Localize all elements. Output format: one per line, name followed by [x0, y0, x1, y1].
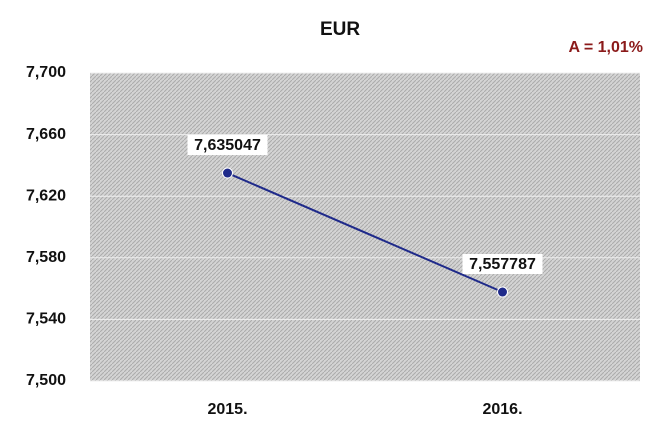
y-tick-label: 7,500: [26, 372, 66, 389]
label-bg: [187, 135, 268, 156]
data-label: 7,635047: [194, 137, 261, 154]
annotation: A = 1,01%: [568, 39, 643, 56]
point: [222, 167, 233, 179]
y-tick-label: 7,620: [26, 187, 66, 204]
plot-area: [90, 73, 640, 381]
y-tick-label: 7,540: [26, 311, 66, 328]
y-tick-label: 7,580: [26, 249, 66, 266]
y-tick-label: 7,660: [26, 126, 66, 143]
label-bg: [462, 254, 543, 275]
x-tick-label: 2015.: [207, 401, 247, 418]
line: [227, 172, 503, 293]
point: [497, 286, 508, 298]
data-label: 7,557787: [469, 256, 536, 273]
chart-title: EUR: [320, 19, 360, 40]
y-tick-label: 7,700: [26, 64, 66, 81]
x-tick-label: 2016.: [482, 401, 522, 418]
